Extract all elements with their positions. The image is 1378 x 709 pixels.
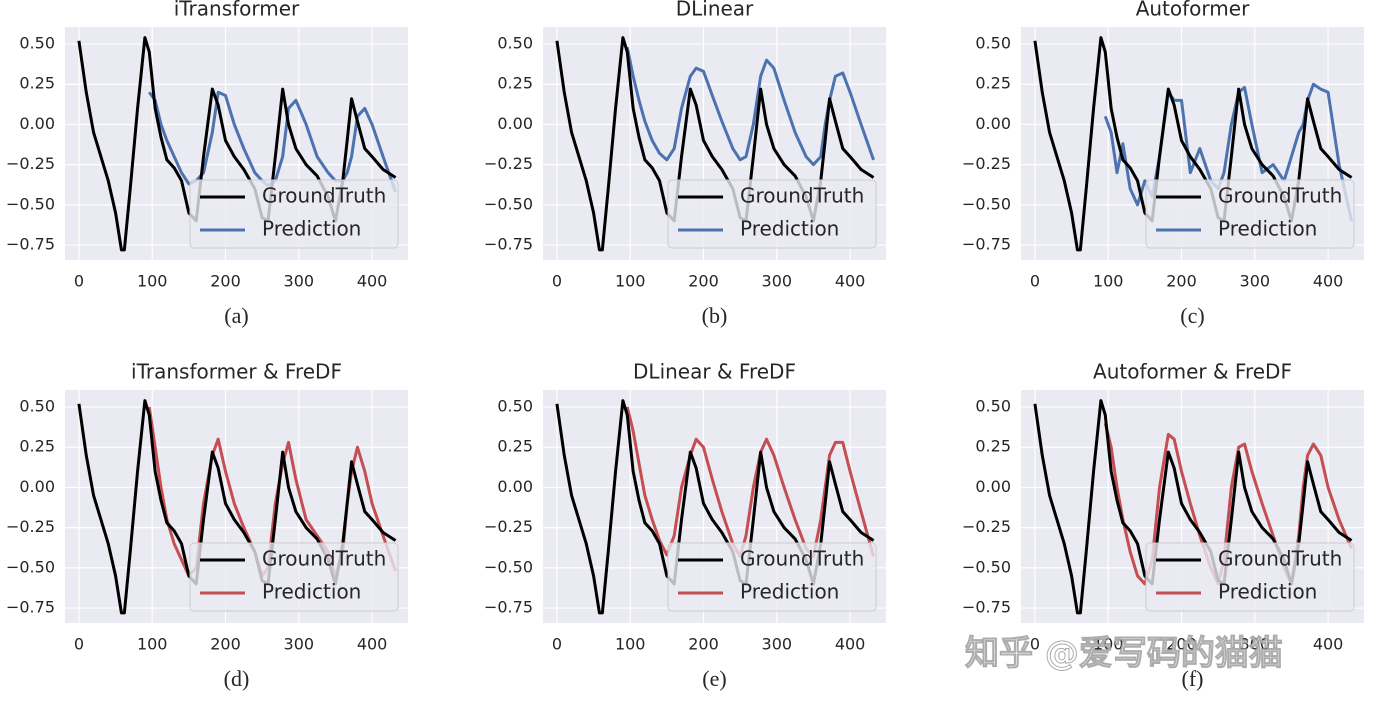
y-tick-label: −0.25 <box>484 517 533 536</box>
chart-title: DLinear & FreDF <box>633 360 796 384</box>
y-tick-label: −0.25 <box>6 154 55 173</box>
chart-title: iTransformer <box>174 0 300 21</box>
y-tick-label: 0.50 <box>497 397 533 416</box>
panel: 0.50 0.25 0.00 −0.25 −0.50 −0.75 0 100 200 300 400… <box>6 0 408 328</box>
x-tick-label: 100 <box>1093 272 1124 291</box>
caption: (f) <box>1182 666 1204 691</box>
x-tick-label: 300 <box>762 635 793 654</box>
chart-title: iTransformer & FreDF <box>131 360 342 384</box>
x-tick-label: 400 <box>357 635 388 654</box>
legend-label: GroundTruth <box>740 547 864 571</box>
x-tick-label: 100 <box>137 272 168 291</box>
chart-title: DLinear <box>676 0 754 21</box>
y-tick-label: −0.75 <box>6 235 55 254</box>
x-tick-label: 200 <box>1166 272 1197 291</box>
y-tick-label: −0.50 <box>6 194 55 213</box>
y-tick-label: −0.25 <box>6 517 55 536</box>
caption: (a) <box>224 303 248 328</box>
x-tick-label: 100 <box>1093 635 1124 654</box>
y-tick-label: −0.25 <box>962 154 1011 173</box>
panel: 0.50 0.25 0.00 −0.25 −0.50 −0.75 0 100 200 300 400… <box>6 360 408 691</box>
legend-label: GroundTruth <box>740 184 864 208</box>
y-tick-label: 0.00 <box>975 114 1011 133</box>
y-tick-label: 0.25 <box>497 74 533 93</box>
x-tick-label: 300 <box>762 272 793 291</box>
legend-label: Prediction <box>262 580 361 604</box>
x-tick-label: 200 <box>210 635 241 654</box>
legend-label: Prediction <box>262 217 361 241</box>
x-tick-label: 400 <box>1313 272 1344 291</box>
x-tick-label: 300 <box>284 635 315 654</box>
x-tick-label: 400 <box>835 272 866 291</box>
y-tick-label: 0.25 <box>975 74 1011 93</box>
y-tick-label: −0.75 <box>962 235 1011 254</box>
x-tick-label: 400 <box>835 635 866 654</box>
y-tick-label: 0.50 <box>975 34 1011 53</box>
y-tick-label: −0.75 <box>962 598 1011 617</box>
caption: (d) <box>224 666 250 691</box>
legend-label: GroundTruth <box>262 184 386 208</box>
y-tick-label: 0.25 <box>19 437 55 456</box>
panel: 0.50 0.25 0.00 −0.25 −0.50 −0.75 0 100 200 300 400… <box>962 0 1364 328</box>
y-tick-label: −0.25 <box>962 517 1011 536</box>
legend-label: GroundTruth <box>1218 184 1342 208</box>
y-tick-label: −0.75 <box>6 598 55 617</box>
x-tick-label: 100 <box>615 272 646 291</box>
legend-label: Prediction <box>740 580 839 604</box>
x-tick-label: 100 <box>137 635 168 654</box>
y-tick-label: −0.50 <box>484 557 533 576</box>
caption: (c) <box>1180 303 1204 328</box>
y-tick-label: 0.50 <box>19 397 55 416</box>
y-tick-label: 0.50 <box>975 397 1011 416</box>
y-tick-label: −0.50 <box>6 557 55 576</box>
y-tick-label: −0.75 <box>484 598 533 617</box>
y-tick-label: 0.50 <box>497 34 533 53</box>
x-tick-label: 100 <box>615 635 646 654</box>
caption: (b) <box>702 303 728 328</box>
y-tick-label: 0.00 <box>497 114 533 133</box>
legend-label: GroundTruth <box>262 547 386 571</box>
x-tick-label: 0 <box>74 635 84 654</box>
x-tick-label: 200 <box>688 635 719 654</box>
watermark: 知乎 @爱写码的猫猫 <box>965 634 1283 674</box>
y-tick-label: 0.25 <box>497 437 533 456</box>
caption: (e) <box>702 666 726 691</box>
y-tick-label: −0.50 <box>962 194 1011 213</box>
chart-title: Autoformer <box>1136 0 1250 21</box>
x-tick-label: 200 <box>688 272 719 291</box>
y-tick-label: 0.00 <box>497 477 533 496</box>
chart-title: Autoformer & FreDF <box>1093 360 1292 384</box>
x-tick-label: 300 <box>1240 272 1271 291</box>
y-tick-label: 0.25 <box>19 74 55 93</box>
y-tick-label: −0.25 <box>484 154 533 173</box>
y-tick-label: −0.75 <box>484 235 533 254</box>
x-tick-label: 400 <box>1313 635 1344 654</box>
x-tick-label: 300 <box>1240 635 1271 654</box>
y-tick-label: 0.25 <box>975 437 1011 456</box>
x-tick-label: 300 <box>284 272 315 291</box>
panel: 0.50 0.25 0.00 −0.25 −0.50 −0.75 0 100 200 300 400… <box>484 360 886 691</box>
y-tick-label: 0.00 <box>19 114 55 133</box>
x-tick-label: 0 <box>552 635 562 654</box>
legend-label: Prediction <box>1218 217 1317 241</box>
x-tick-label: 200 <box>1166 635 1197 654</box>
x-tick-label: 0 <box>1030 272 1040 291</box>
y-tick-label: 0.50 <box>19 34 55 53</box>
x-tick-label: 0 <box>552 272 562 291</box>
panel: 0.50 0.25 0.00 −0.25 −0.50 −0.75 0 100 200 300 400… <box>962 360 1364 691</box>
panel: 0.50 0.25 0.00 −0.25 −0.50 −0.75 0 100 200 300 400… <box>484 0 886 328</box>
y-tick-label: −0.50 <box>962 557 1011 576</box>
y-tick-label: 0.00 <box>19 477 55 496</box>
legend-label: GroundTruth <box>1218 547 1342 571</box>
legend-label: Prediction <box>740 217 839 241</box>
legend-label: Prediction <box>1218 580 1317 604</box>
y-tick-label: −0.50 <box>484 194 533 213</box>
x-tick-label: 0 <box>74 272 84 291</box>
x-tick-label: 0 <box>1030 635 1040 654</box>
x-tick-label: 200 <box>210 272 241 291</box>
x-tick-label: 400 <box>357 272 388 291</box>
y-tick-label: 0.00 <box>975 477 1011 496</box>
